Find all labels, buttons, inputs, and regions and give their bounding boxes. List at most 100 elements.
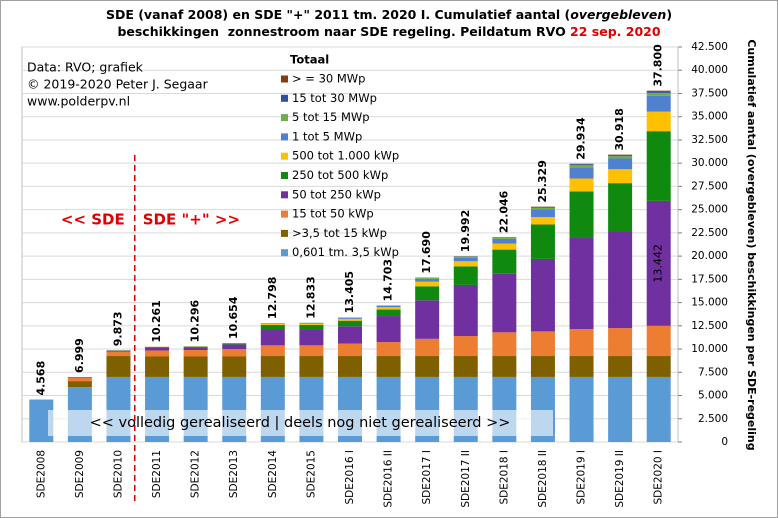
bar-segment: [492, 356, 517, 377]
bar-segment: [492, 238, 517, 244]
chart-subtitle: beschikkingen zonnestroom naar SDE regel…: [117, 24, 660, 39]
total-label: 22.046: [497, 190, 510, 233]
y-tick-label: 2.500: [698, 413, 728, 425]
bar-segment: [260, 356, 285, 377]
bar-segment: [145, 350, 170, 357]
x-tick-label: SDE2018 I: [498, 450, 510, 505]
y-tick-label: 7.500: [698, 366, 728, 378]
x-tick-label: SDE2018 II: [537, 450, 549, 508]
bar-segment: [530, 224, 555, 259]
bar-segment: [646, 95, 671, 112]
y-tick-label: 20.000: [691, 250, 728, 262]
annotation: Data: RVO; grafiek: [27, 60, 144, 75]
y-tick-label: 0: [721, 436, 728, 448]
bar-segment: [646, 90, 671, 92]
bar-segment: [338, 343, 362, 357]
bar-segment: [453, 266, 478, 285]
bar-segment: [492, 243, 517, 250]
bar-segment: [646, 92, 671, 96]
y-tick-label: 32.500: [691, 134, 728, 146]
y-tick-label: 42.500: [691, 41, 728, 53]
legend-label: 500 tot 1.000 kWp: [292, 149, 399, 163]
bar-segment: [646, 111, 671, 132]
bar-segment: [415, 300, 440, 339]
bar-segment: [183, 356, 208, 377]
bar-segment: [453, 261, 478, 267]
annotation: © 2019-2020 Peter J. Segaar: [27, 77, 209, 92]
y-tick-label: 35.000: [691, 111, 728, 123]
bar-segment: [376, 316, 401, 343]
y-axis-title: Cumulatief aantal (overgebleven) beschik…: [745, 39, 758, 450]
x-tick-label: SDE2020 I: [653, 450, 665, 505]
total-label: 12.798: [266, 277, 279, 319]
x-tick-label: SDE2016 I: [344, 450, 356, 505]
legend-swatch: [281, 249, 288, 257]
bar-segment: [608, 158, 633, 170]
bar-segment: [569, 329, 594, 357]
y-tick-label: 27.500: [691, 180, 728, 192]
bar-segment: [530, 356, 555, 377]
total-label: 4.568: [34, 361, 47, 396]
bar-segment: [260, 323, 285, 325]
x-tick-label: SDE2016 II: [383, 450, 395, 508]
bar-segment: [569, 164, 594, 166]
annotation: www.polderpv.nl: [27, 94, 130, 109]
bar-segment: [646, 376, 671, 442]
x-tick-label: SDE2017 I: [421, 450, 433, 505]
total-label: 25.329: [536, 160, 549, 202]
total-label: 30.918: [613, 108, 626, 150]
bar-segment: [453, 284, 478, 337]
y-tick-label: 37.500: [691, 87, 728, 99]
bar-segment: [453, 356, 478, 377]
bar-segment: [492, 332, 517, 357]
bar-segment: [106, 350, 131, 352]
bar-segment: [222, 349, 247, 357]
bar-segment: [183, 346, 208, 348]
legend-swatch: [281, 152, 288, 160]
x-tick-label: SDE2013: [228, 450, 240, 498]
y-tick-label: 5.000: [698, 390, 728, 402]
legend-label: >3,5 tot 15 kWp: [292, 226, 387, 240]
bar-segment: [569, 191, 594, 238]
chart-title: SDE (vanaf 2008) en SDE "+" 2011 tm. 202…: [106, 7, 672, 22]
bar-segment: [299, 329, 324, 346]
bar-segment: [530, 217, 555, 225]
legend-swatch: [281, 114, 288, 122]
bar-segment: [260, 324, 285, 331]
bar-segment: [646, 325, 671, 357]
banner: [48, 410, 553, 436]
bar-segment: [415, 277, 440, 279]
legend-swatch: [281, 94, 288, 102]
bar-segment: [608, 155, 633, 157]
bar-segment: [338, 320, 362, 327]
bar-segment: [608, 376, 633, 442]
bar-segment: [222, 343, 247, 345]
bar-segment: [530, 331, 555, 357]
bar-segment: [608, 356, 633, 377]
legend-swatch: [281, 210, 288, 218]
bar-segment: [338, 356, 362, 377]
annotation: << volledig gerealiseerd | deels nog nie…: [90, 415, 511, 431]
total-label: 10.261: [150, 300, 163, 342]
bar-segment: [376, 356, 401, 377]
total-label: 14.703: [382, 259, 395, 301]
total-label: 29.934: [575, 117, 588, 160]
total-label: 10.296: [189, 300, 202, 343]
bar-segment: [260, 330, 285, 346]
bar-segment: [492, 237, 517, 239]
bar-segment: [646, 356, 671, 377]
legend-swatch: [281, 229, 288, 237]
bar-segment: [338, 317, 362, 319]
legend-swatch: [281, 172, 288, 179]
legend-label: 1 tot 5 MWp: [292, 129, 362, 143]
bar-segment: [492, 273, 517, 333]
legend-swatch: [281, 133, 288, 141]
bar-segment: [299, 322, 324, 324]
bar-segment: [376, 309, 401, 317]
bar-segment: [415, 338, 440, 357]
bar-segment: [415, 286, 440, 301]
bar-segment: [338, 326, 362, 344]
legend-title: Totaal: [290, 53, 329, 67]
legend-label: 15 tot 30 MWp: [292, 91, 377, 105]
y-tick-label: 10.000: [691, 343, 728, 355]
